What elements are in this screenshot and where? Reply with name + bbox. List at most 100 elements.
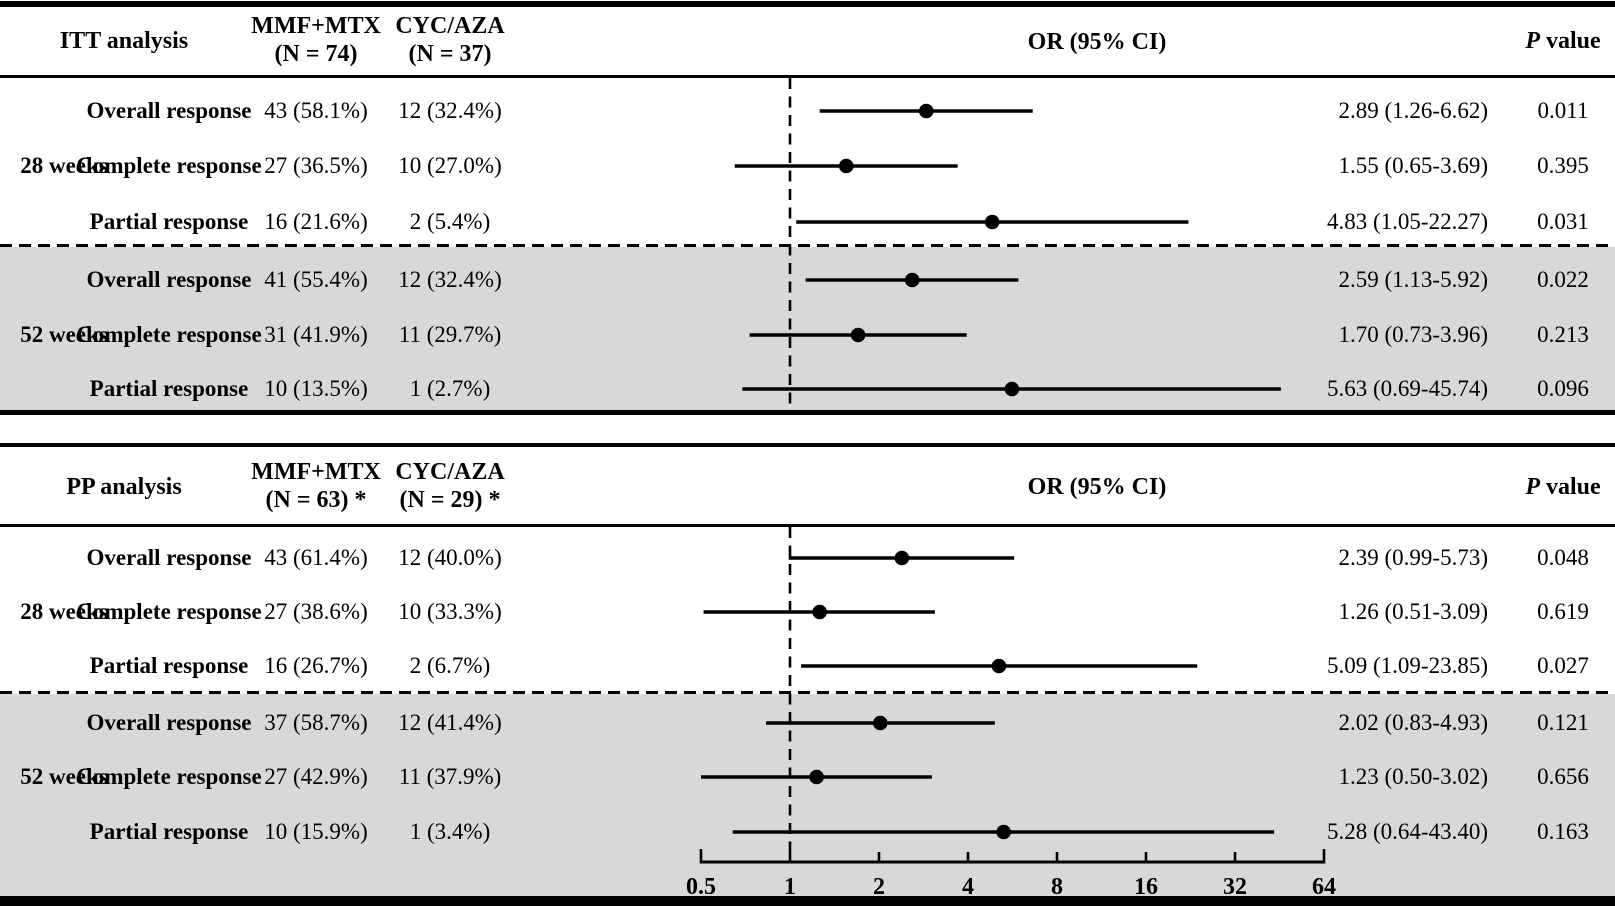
or-ci-text: 5.63 (0.69-45.74) [1327, 376, 1488, 401]
axis-tick-label: 2 [873, 874, 885, 900]
itt-dashed-separator [0, 244, 1615, 247]
mmf-mtx-count: 10 (13.5%) [264, 376, 368, 401]
week-group-label-pp-28w: 28 weeks [20, 599, 108, 624]
p-rest: value [1540, 474, 1601, 500]
top-border [0, 1, 1615, 7]
cyc-aza-count: 12 (32.4%) [398, 98, 502, 123]
p-value: 0.048 [1537, 545, 1589, 570]
axis-tick-label: 64 [1312, 874, 1336, 900]
column-header-mmf-mtx-pp: MMF+MTX (N = 63) * [216, 458, 416, 514]
table-row: Partial response 10 (13.5%) 1 (2.7%) 5.6… [0, 372, 1615, 406]
week-group-label-itt-28w: 28 weeks [20, 153, 108, 178]
table-row: Complete response 27 (38.6%) 10 (33.3%) … [0, 595, 1615, 629]
response-label: Partial response [89, 209, 249, 234]
column-header-line2: (N = 63) * [265, 487, 367, 513]
table-row: Overall response 43 (58.1%) 12 (32.4%) 2… [0, 94, 1615, 128]
or-ci-text: 1.26 (0.51-3.09) [1338, 599, 1488, 624]
table-row: Partial response 16 (21.6%) 2 (5.4%) 4.8… [0, 205, 1615, 239]
week-group-label-itt-52w: 52 weeks [20, 322, 108, 347]
cyc-aza-count: 12 (41.4%) [398, 710, 502, 735]
cyc-aza-count: 11 (37.9%) [398, 764, 502, 789]
p-italic: P [1525, 474, 1540, 500]
cyc-aza-count: 12 (40.0%) [398, 545, 502, 570]
axis-tick-label: 32 [1223, 874, 1247, 900]
column-header-mmf-mtx-itt: MMF+MTX (N = 74) [216, 12, 416, 68]
or-ci-text: 2.39 (0.99-5.73) [1338, 545, 1488, 570]
column-header-line2: (N = 37) [408, 41, 492, 67]
response-label: Complete response [76, 764, 262, 789]
column-header-p-value-itt: P value [1493, 24, 1615, 58]
mmf-mtx-count: 27 (36.5%) [264, 153, 368, 178]
p-italic: P [1525, 28, 1540, 54]
week-group-label-pp-52w: 52 weeks [20, 764, 108, 789]
cyc-aza-count: 1 (2.7%) [409, 376, 491, 401]
p-value: 0.395 [1537, 153, 1589, 178]
column-header-p-value-pp: P value [1493, 470, 1615, 504]
or-ci-text: 5.09 (1.09-23.85) [1327, 653, 1488, 678]
mmf-mtx-count: 16 (26.7%) [264, 653, 368, 678]
column-header-line2: (N = 74) [274, 41, 358, 67]
column-header-line1: MMF+MTX [251, 459, 381, 485]
p-value: 0.031 [1537, 209, 1589, 234]
p-value: 0.096 [1537, 376, 1589, 401]
table-row: Overall response 43 (61.4%) 12 (40.0%) 2… [0, 541, 1615, 575]
axis-tick-label: 0.5 [686, 874, 716, 900]
column-header-line1: CYC/AZA [395, 459, 505, 485]
table-row: Complete response 31 (41.9%) 11 (29.7%) … [0, 318, 1615, 352]
p-value: 0.163 [1537, 819, 1589, 844]
response-label: Overall response [86, 98, 252, 123]
mmf-mtx-count: 10 (15.9%) [264, 819, 368, 844]
mmf-mtx-count: 16 (21.6%) [264, 209, 368, 234]
or-ci-text: 2.89 (1.26-6.62) [1338, 98, 1488, 123]
axis-tick-label: 8 [1051, 874, 1063, 900]
pp-top-border [0, 443, 1615, 447]
or-ci-text: 5.28 (0.64-43.40) [1327, 819, 1488, 844]
response-label: Partial response [89, 819, 249, 844]
p-value: 0.011 [1537, 98, 1589, 123]
p-value: 0.213 [1537, 322, 1589, 347]
response-label: Overall response [86, 545, 252, 570]
response-label: Complete response [76, 153, 262, 178]
p-value: 0.121 [1537, 710, 1589, 735]
p-rest: value [1540, 28, 1601, 54]
or-ci-text: 2.59 (1.13-5.92) [1338, 267, 1488, 292]
or-ci-text: 1.55 (0.65-3.69) [1338, 153, 1488, 178]
response-label: Overall response [86, 710, 252, 735]
cyc-aza-count: 2 (5.4%) [409, 209, 491, 234]
cyc-aza-count: 10 (33.3%) [398, 599, 502, 624]
mmf-mtx-count: 31 (41.9%) [264, 322, 368, 347]
response-label: Overall response [86, 267, 252, 292]
or-ci-text: 1.23 (0.50-3.02) [1338, 764, 1488, 789]
pp-header-underline [0, 524, 1615, 527]
table-row: Complete response 27 (42.9%) 11 (37.9%) … [0, 760, 1615, 794]
column-header-line1: MMF+MTX [251, 13, 381, 39]
table-row: Overall response 37 (58.7%) 12 (41.4%) 2… [0, 706, 1615, 740]
mmf-mtx-count: 43 (61.4%) [264, 545, 368, 570]
table-row: Partial response 10 (15.9%) 1 (3.4%) 5.2… [0, 815, 1615, 849]
mmf-mtx-count: 27 (42.9%) [264, 764, 368, 789]
bottom-border [0, 896, 1615, 906]
pp-dashed-separator [0, 691, 1615, 694]
p-value: 0.022 [1537, 267, 1589, 292]
mmf-mtx-count: 41 (55.4%) [264, 267, 368, 292]
or-ci-text: 4.83 (1.05-22.27) [1327, 209, 1488, 234]
axis-tick-label: 16 [1134, 874, 1158, 900]
panel-title-itt: ITT analysis [59, 28, 189, 54]
cyc-aza-count: 10 (27.0%) [398, 153, 502, 178]
axis-tick-label: 4 [962, 874, 974, 900]
table-row: Complete response 27 (36.5%) 10 (27.0%) … [0, 149, 1615, 183]
column-header-or-ci-itt: OR (95% CI) [1027, 29, 1167, 55]
response-label: Complete response [76, 599, 262, 624]
column-header-cyc-aza-itt: CYC/AZA (N = 37) [350, 12, 550, 68]
mmf-mtx-count: 27 (38.6%) [264, 599, 368, 624]
mmf-mtx-count: 43 (58.1%) [264, 98, 368, 123]
p-value: 0.656 [1537, 764, 1589, 789]
p-value: 0.027 [1537, 653, 1589, 678]
table-row: Overall response 41 (55.4%) 12 (32.4%) 2… [0, 263, 1615, 297]
response-label: Partial response [89, 653, 249, 678]
itt-header-underline [0, 75, 1615, 78]
axis-tick-label: 1 [784, 874, 796, 900]
shaded-band-itt-52w [0, 247, 1615, 410]
cyc-aza-count: 12 (32.4%) [398, 267, 502, 292]
